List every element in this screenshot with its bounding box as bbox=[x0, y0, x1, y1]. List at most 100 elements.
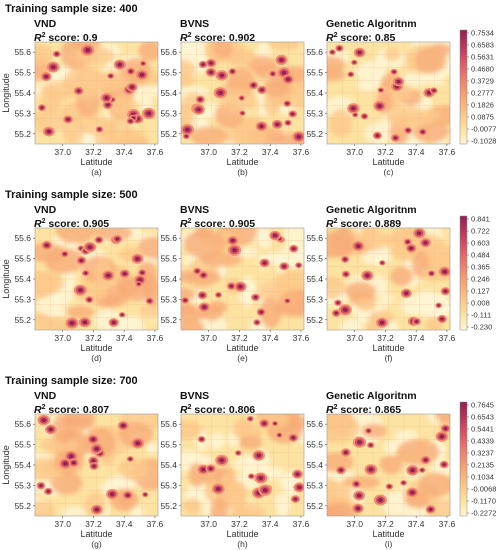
hotspot-core bbox=[48, 427, 53, 432]
heatmap-field bbox=[35, 42, 158, 144]
x-tick-label: 37.6 bbox=[147, 333, 164, 343]
y-tick-label: 55.6 bbox=[160, 419, 177, 429]
hotspot-core bbox=[215, 486, 221, 491]
hotspot-core bbox=[285, 102, 289, 105]
mid-value-blob bbox=[181, 419, 203, 440]
colorbar-tick-label: 0.7534 bbox=[471, 29, 494, 38]
hotspot-core bbox=[240, 97, 243, 100]
score-label: score: bbox=[192, 32, 229, 44]
hotspot-core bbox=[122, 272, 127, 276]
colorbar-tick-label: -0.111 bbox=[471, 311, 491, 320]
y-tick-label: 55.5 bbox=[306, 68, 323, 78]
hotspot-core bbox=[442, 269, 447, 274]
hotspot-core bbox=[121, 423, 126, 428]
mid-value-blob bbox=[219, 88, 258, 112]
score-value: 0.806 bbox=[229, 404, 255, 416]
hotspot-core bbox=[297, 264, 301, 267]
low-value-blob bbox=[267, 255, 292, 266]
score-exponent: 2 bbox=[188, 404, 192, 411]
y-axis-label: Longitude bbox=[1, 445, 11, 485]
y-tick-label: 55.6 bbox=[14, 47, 31, 57]
hotspot-core bbox=[354, 482, 359, 486]
y-tick-label: 55.2 bbox=[14, 315, 31, 325]
low-value-blob bbox=[403, 72, 429, 87]
hotspot-core bbox=[209, 70, 213, 74]
mid-value-blob bbox=[228, 509, 260, 516]
hotspot-core bbox=[356, 244, 361, 248]
x-tick-label: 37.6 bbox=[147, 147, 164, 157]
y-tick-label: 55.4 bbox=[160, 88, 177, 98]
y-axis-label: Longitude bbox=[1, 259, 11, 299]
x-tick-label: 37.0 bbox=[200, 519, 217, 529]
hotspot-core bbox=[255, 321, 259, 324]
hotspot-core bbox=[344, 272, 348, 276]
hotspot-core bbox=[296, 134, 302, 139]
y-tick-label: 55.5 bbox=[160, 254, 177, 264]
colorbar-tick-label: 0.0875 bbox=[471, 113, 494, 122]
hotspot-core bbox=[392, 70, 396, 73]
hotspot-core bbox=[367, 429, 370, 432]
mid-value-blob bbox=[210, 497, 229, 516]
score-value: 0.905 bbox=[229, 218, 255, 230]
x-tick-label: 37.2 bbox=[231, 333, 248, 343]
mid-value-blob bbox=[35, 107, 69, 134]
hotspot-core bbox=[148, 299, 152, 303]
mid-value-blob bbox=[342, 476, 381, 489]
colorbar-tick-label: 0.5441 bbox=[471, 425, 494, 434]
panel-method-title: BVNS bbox=[180, 18, 209, 30]
colorbar-tick-label: 0.6583 bbox=[471, 41, 494, 50]
colorbar-tick-label: 0.246 bbox=[471, 275, 490, 284]
hotspot-core bbox=[273, 422, 277, 425]
y-tick-label: 55.2 bbox=[160, 129, 177, 139]
hotspot-core bbox=[91, 437, 96, 442]
hotspot-core bbox=[339, 468, 343, 472]
hotspot-core bbox=[378, 498, 383, 503]
low-value-blob bbox=[240, 469, 260, 489]
y-tick-label: 55.5 bbox=[160, 68, 177, 78]
x-tick-label: 37.0 bbox=[54, 147, 71, 157]
mid-value-blob bbox=[181, 319, 205, 330]
hotspot-core bbox=[201, 273, 206, 277]
hotspot-core bbox=[377, 104, 382, 108]
hotspot-core bbox=[183, 299, 187, 302]
x-axis-label: Latitude bbox=[372, 157, 404, 167]
hotspot-core bbox=[292, 247, 296, 251]
hotspot-core bbox=[409, 246, 414, 250]
x-axis-label: Latitude bbox=[226, 529, 258, 539]
heatmap-field bbox=[35, 228, 158, 330]
hotspot-core bbox=[259, 124, 264, 129]
colorbar-gradient bbox=[459, 401, 468, 517]
y-tick-label: 55.3 bbox=[14, 480, 31, 490]
low-value-blob bbox=[339, 318, 363, 330]
panel-method-title: VND bbox=[34, 204, 57, 216]
colorbar-tick-label: 0.2135 bbox=[471, 461, 494, 470]
x-axis-label: Latitude bbox=[80, 157, 112, 167]
low-value-blob bbox=[62, 506, 87, 516]
hotspot-core bbox=[442, 463, 446, 466]
x-tick-label: 37.0 bbox=[346, 519, 363, 529]
panel-score: R2 score: 0.865 bbox=[326, 404, 401, 416]
colorbar-tick-label: 0.008 bbox=[471, 299, 490, 308]
panel-caption: (b) bbox=[237, 167, 248, 177]
x-tick-label: 37.6 bbox=[293, 147, 310, 157]
hotspot-core bbox=[349, 73, 353, 76]
x-axis-label: Latitude bbox=[80, 343, 112, 353]
mid-value-blob bbox=[137, 236, 158, 259]
hotspot-core bbox=[184, 127, 190, 132]
mid-value-blob bbox=[220, 472, 237, 495]
hotspot-core bbox=[137, 282, 141, 286]
hotspot-core bbox=[388, 485, 391, 488]
heatmap-panel-c: Genetic Algoritnm R2 score: 0.85 37.0 37.2 3… bbox=[306, 18, 455, 177]
hotspot-core bbox=[105, 103, 110, 107]
score-label: score: bbox=[192, 404, 229, 416]
colorbar-gradient bbox=[459, 29, 468, 145]
score-value: 0.9 bbox=[83, 32, 98, 44]
mid-value-blob bbox=[35, 501, 56, 516]
mid-value-blob bbox=[183, 229, 226, 259]
y-tick-label: 55.3 bbox=[306, 294, 323, 304]
hotspot-core bbox=[420, 469, 424, 472]
mid-value-blob bbox=[116, 129, 149, 144]
heatmap-field bbox=[35, 414, 158, 516]
score-symbol: R bbox=[180, 32, 188, 44]
hotspot-core bbox=[342, 307, 348, 312]
